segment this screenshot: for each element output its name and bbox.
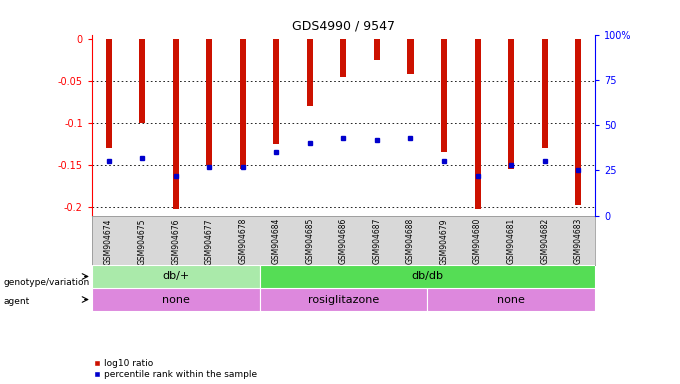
Bar [92,265,260,288]
Text: GSM904686: GSM904686 [339,218,348,265]
Bar [260,288,427,311]
Text: GSM904681: GSM904681 [507,218,515,264]
Text: GSM904688: GSM904688 [406,218,415,264]
Text: GSM904677: GSM904677 [205,218,214,265]
Bar [206,39,212,165]
Bar [441,39,447,152]
Text: GSM904679: GSM904679 [439,218,449,265]
Text: none: none [497,295,525,305]
Text: db/db: db/db [411,271,443,281]
Text: GSM904683: GSM904683 [574,218,583,265]
Text: none: none [162,295,190,305]
Bar [240,39,245,169]
Text: genotype/variation: genotype/variation [3,278,90,287]
Bar [105,39,112,148]
Text: db/+: db/+ [162,271,189,281]
Text: GSM904680: GSM904680 [473,218,482,265]
Legend: log10 ratio, percentile rank within the sample: log10 ratio, percentile rank within the … [93,359,257,379]
Bar [173,39,179,209]
Bar [307,39,313,106]
Title: GDS4990 / 9547: GDS4990 / 9547 [292,19,395,32]
Bar [374,39,380,60]
Text: GSM904674: GSM904674 [104,218,113,265]
Bar [273,39,279,144]
Bar [508,39,514,169]
Text: GSM904675: GSM904675 [137,218,147,265]
Text: GSM904678: GSM904678 [238,218,248,265]
Bar [260,265,595,288]
Bar [139,39,145,123]
Text: GSM904687: GSM904687 [373,218,381,265]
Text: GSM904676: GSM904676 [171,218,180,265]
Bar [575,39,581,205]
Text: GSM904684: GSM904684 [272,218,281,265]
Bar [427,288,595,311]
Text: rosiglitazone: rosiglitazone [308,295,379,305]
Bar [341,39,346,77]
Text: GSM904685: GSM904685 [305,218,314,265]
Text: GSM904682: GSM904682 [540,218,549,264]
Bar [407,39,413,74]
Bar [542,39,547,148]
Bar [475,39,481,209]
Bar [92,288,260,311]
Text: agent: agent [3,297,30,306]
